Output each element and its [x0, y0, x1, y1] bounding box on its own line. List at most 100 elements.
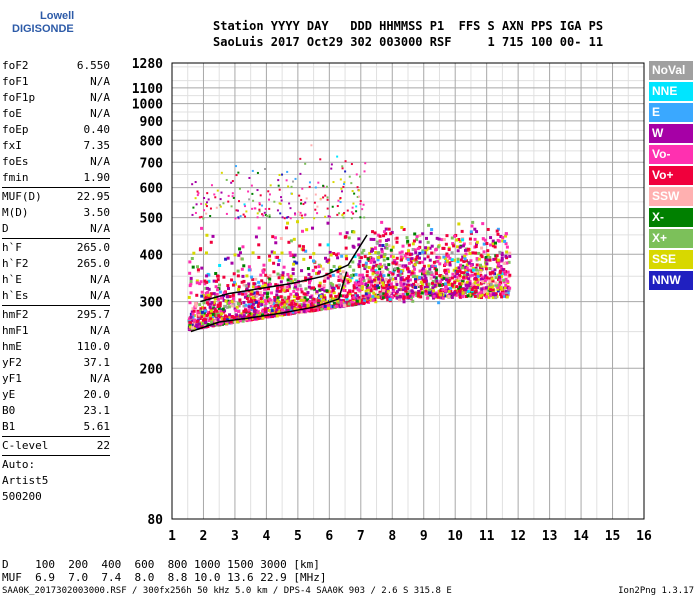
echo-point	[231, 293, 235, 297]
echo-point	[196, 194, 199, 197]
echo-point	[213, 297, 217, 301]
echo-point	[417, 256, 421, 260]
echo-point	[211, 315, 215, 319]
echo-point	[314, 265, 318, 269]
echo-point	[242, 300, 246, 304]
y-tick-label: 500	[140, 212, 164, 227]
x-tick-label: 14	[573, 529, 589, 544]
y-tick-label: 900	[140, 115, 164, 130]
echo-point	[220, 191, 223, 194]
echo-point	[464, 268, 468, 272]
echo-point	[406, 249, 410, 253]
echo-point	[237, 216, 240, 219]
echo-point	[456, 260, 460, 264]
echo-point	[258, 210, 261, 213]
echo-point	[353, 281, 357, 285]
legend-item: X+	[649, 229, 693, 248]
echo-point	[242, 283, 246, 287]
echo-point	[484, 260, 488, 264]
echo-point	[286, 308, 290, 312]
echo-point	[464, 283, 468, 287]
echo-point	[242, 279, 246, 283]
echo-point	[415, 260, 419, 264]
echo-point	[468, 280, 472, 284]
echo-point	[441, 296, 445, 300]
echo-point	[247, 305, 251, 309]
echo-point	[473, 294, 477, 298]
echo-point	[225, 212, 228, 215]
echo-point	[378, 267, 382, 271]
echo-point	[264, 282, 268, 286]
echo-point	[331, 288, 335, 292]
echo-point	[356, 288, 360, 292]
echo-point	[207, 293, 211, 297]
echo-point	[404, 264, 408, 268]
echo-point	[431, 283, 435, 287]
echo-point	[234, 217, 237, 220]
echo-point	[380, 255, 384, 259]
echo-point	[342, 213, 345, 216]
echo-point	[355, 173, 358, 176]
echo-point	[245, 287, 249, 291]
echo-point	[426, 283, 430, 287]
echo-point	[461, 264, 465, 268]
echo-point	[493, 294, 497, 298]
echo-point	[382, 230, 386, 234]
echo-point	[498, 277, 502, 281]
echo-point	[389, 248, 393, 252]
echo-point	[342, 185, 345, 188]
echo-point	[458, 239, 462, 243]
echo-point	[473, 272, 477, 276]
echo-point	[236, 209, 239, 212]
echo-point	[377, 281, 381, 285]
echo-point	[236, 269, 240, 273]
echo-point	[379, 271, 383, 275]
echo-point	[452, 268, 456, 272]
echo-point	[336, 205, 339, 208]
echo-point	[456, 257, 460, 261]
echo-point	[330, 167, 333, 170]
echo-point	[259, 297, 263, 301]
echo-point	[462, 271, 466, 275]
echo-point	[222, 320, 226, 324]
echo-point	[204, 297, 208, 301]
echo-point	[476, 272, 480, 276]
echo-point	[491, 279, 495, 283]
echo-point	[242, 213, 245, 216]
echo-point	[438, 283, 442, 287]
echo-point	[408, 278, 412, 282]
echo-point	[373, 287, 377, 291]
echo-point	[411, 248, 415, 252]
echo-point	[417, 289, 421, 293]
echo-point	[363, 216, 366, 219]
echo-point	[323, 304, 327, 308]
echo-point	[479, 277, 483, 281]
echo-point	[467, 284, 471, 288]
echo-point	[268, 198, 271, 201]
echo-point	[468, 282, 472, 286]
echo-point	[256, 299, 260, 303]
echo-point	[268, 258, 272, 262]
echo-point	[382, 274, 386, 278]
echo-point	[424, 292, 428, 296]
echo-point	[502, 280, 506, 284]
echo-point	[429, 276, 433, 280]
echo-point	[254, 277, 258, 281]
echo-point	[477, 251, 481, 255]
echo-point	[494, 296, 498, 300]
echo-point	[191, 312, 195, 316]
echo-point	[485, 242, 489, 246]
echo-point	[445, 252, 449, 256]
param-row: h`F2 265.0	[2, 256, 110, 272]
echo-point	[454, 293, 458, 297]
echo-point	[268, 214, 271, 217]
echo-point	[470, 270, 474, 274]
echo-point	[209, 309, 213, 313]
echo-point	[329, 281, 333, 285]
echo-point	[281, 297, 285, 301]
echo-point	[209, 207, 212, 210]
echo-point	[464, 252, 468, 256]
echo-point	[376, 271, 380, 275]
echo-point	[366, 257, 370, 261]
echo-point	[382, 258, 386, 262]
